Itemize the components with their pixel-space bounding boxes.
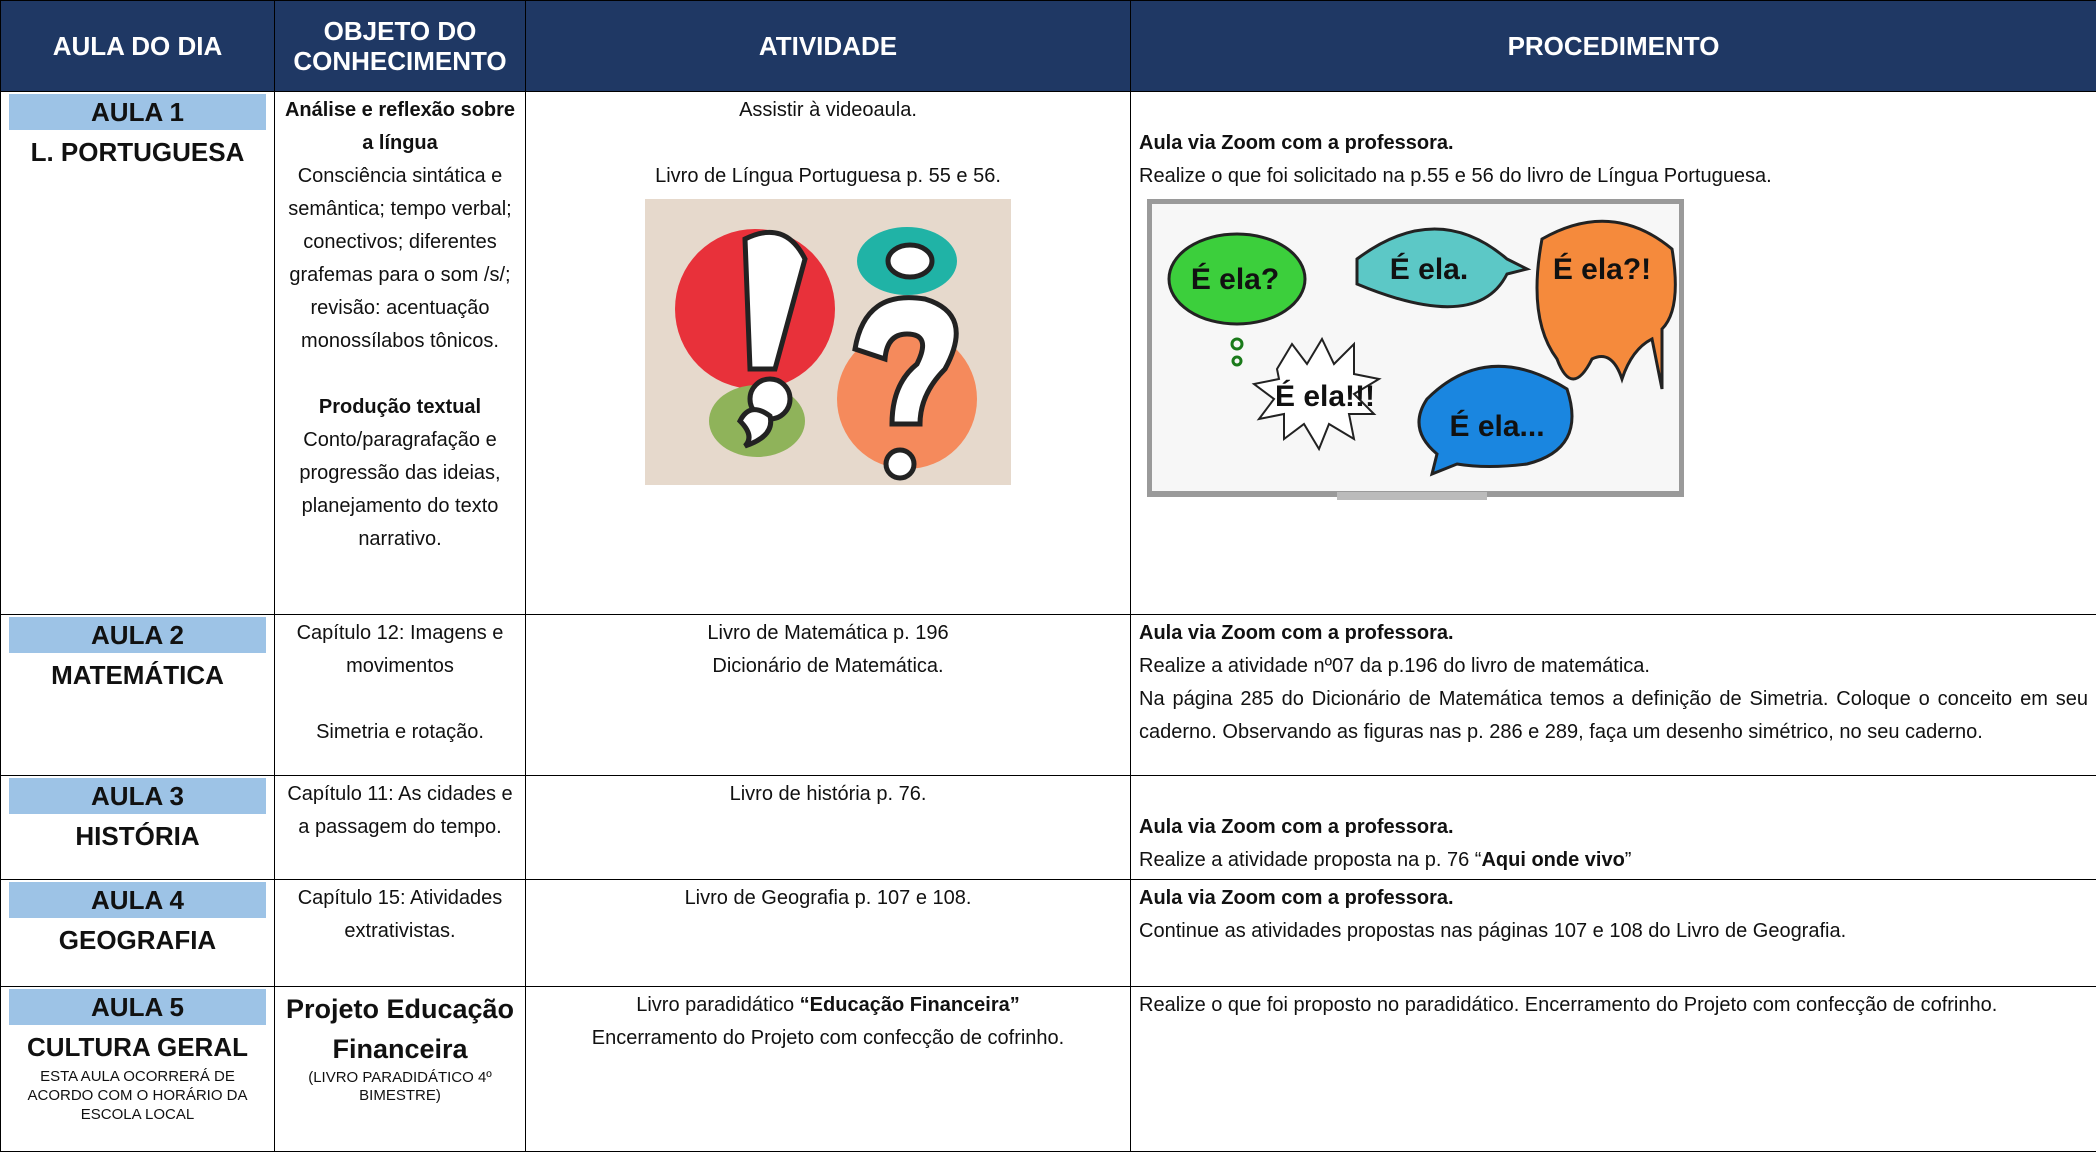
text: (LIVRO PARADIDÁTICO 4º BIMESTRE)	[283, 1069, 517, 1105]
subject: MATEMÁTICA	[9, 655, 266, 695]
procedimento-cell: Aula via Zoom com a professora.Realize o…	[1131, 92, 2096, 615]
text: Realize o que foi solicitado na p.55 e 5…	[1139, 160, 2088, 193]
text: Análise e reflexão sobre a língua	[283, 94, 517, 160]
punctuation-image	[645, 199, 1011, 485]
text: Consciência sintática e semântica; tempo…	[283, 160, 517, 358]
header-cell: AULA DO DIA	[1, 1, 275, 92]
text: Simetria e rotação.	[283, 716, 517, 749]
text: “Educação Financeira”	[800, 994, 1020, 1016]
objeto-cell: Capítulo 15: Atividades extrativistas.	[275, 880, 526, 987]
text: Na página 285 do Dicionário de Matemátic…	[1139, 683, 2088, 749]
subject: HISTÓRIA	[9, 816, 266, 856]
text: Conto/paragrafação e progressão das idei…	[283, 424, 517, 556]
bubble-text: É ela!!!	[1275, 379, 1375, 413]
text: ”	[1625, 849, 1632, 871]
text: Projeto Educação Financeira	[283, 989, 517, 1069]
bubble-text: É ela?	[1191, 262, 1279, 296]
text: Capítulo 15: Atividades extrativistas.	[283, 882, 517, 948]
aula-label: AULA 2	[9, 617, 266, 653]
text: Livro de Língua Portuguesa p. 55 e 56.	[534, 160, 1122, 193]
text: Dicionário de Matemática.	[534, 650, 1122, 683]
text: Encerramento do Projeto com confecção de…	[534, 1022, 1122, 1055]
bubble-text: É ela...	[1449, 409, 1544, 443]
text: Livro de Geografia p. 107 e 108.	[534, 882, 1122, 915]
header-cell: OBJETO DO CONHECIMENTO	[275, 1, 526, 92]
text: Livro de Matemática p. 196	[534, 617, 1122, 650]
aula-label: AULA 1	[9, 94, 266, 130]
objeto-cell: Capítulo 12: Imagens e movimentos Simetri…	[275, 615, 526, 776]
text: Aula via Zoom com a professora.	[1139, 882, 2088, 915]
procedimento-cell: Aula via Zoom com a professora.Realize a…	[1131, 615, 2096, 776]
text: Aqui onde vivo	[1481, 849, 1624, 871]
text: Aula via Zoom com a professora.	[1139, 127, 2088, 160]
procedimento-cell: Aula via Zoom com a professora.Continue …	[1131, 880, 2096, 987]
header-row: AULA DO DIA OBJETO DO CONHECIMENTO ATIVI…	[1, 1, 2096, 92]
subject: GEOGRAFIA	[9, 920, 266, 960]
procedimento-cell: Realize o que foi proposto no paradidáti…	[1131, 987, 2096, 1152]
subject: L. PORTUGUESA	[9, 132, 266, 172]
aula-label: AULA 5	[9, 989, 266, 1025]
atividade-cell: Assistir à videoaula. Livro de Língua Por…	[526, 92, 1131, 615]
note: ESTA AULA OCORRERÁ DE ACORDO COM O HORÁR…	[9, 1067, 266, 1124]
subject: CULTURA GERAL	[9, 1027, 266, 1067]
text: Realize a atividade proposta na p. 76 “A…	[1139, 844, 2088, 877]
atividade-cell: Livro paradidático “Educação Financeira”…	[526, 987, 1131, 1152]
aula-label: AULA 4	[9, 882, 266, 918]
text: Livro paradidático “Educação Financeira”	[534, 989, 1122, 1022]
text: Capítulo 12: Imagens e movimentos	[283, 617, 517, 683]
text: Aula via Zoom com a professora.	[1139, 617, 2088, 650]
objeto-cell: Capítulo 11: As cidades e a passagem do …	[275, 776, 526, 880]
text: Realize o que foi proposto no paradidáti…	[1139, 989, 2088, 1022]
bubble-text: É ela.	[1390, 252, 1468, 286]
text: Livro de história p. 76.	[534, 778, 1122, 811]
board-image: É ela? É ela. É ela?! É ela!!! É ela...	[1147, 199, 1684, 502]
text: Continue as atividades propostas nas pág…	[1139, 915, 2088, 948]
text: Assistir à videoaula.	[534, 94, 1122, 127]
text: Produção textual	[283, 391, 517, 424]
objeto-cell: Projeto Educação Financeira(LIVRO PARADI…	[275, 987, 526, 1152]
procedimento-cell: Aula via Zoom com a professora.Realize a…	[1131, 776, 2096, 880]
atividade-cell: Livro de Geografia p. 107 e 108.	[526, 880, 1131, 987]
text: Aula via Zoom com a professora.	[1139, 811, 2088, 844]
text: Livro paradidático	[636, 994, 799, 1016]
text: Realize a atividade nº07 da p.196 do liv…	[1139, 650, 2088, 683]
header-cell: ATIVIDADE	[526, 1, 1131, 92]
aula-label: AULA 3	[9, 778, 266, 814]
text: Capítulo 11: As cidades e a passagem do …	[283, 778, 517, 844]
text: Realize a atividade proposta na p. 76 “	[1139, 849, 1481, 871]
atividade-cell: Livro de história p. 76.	[526, 776, 1131, 880]
bubble-text: É ela?!	[1553, 252, 1651, 286]
header-cell: PROCEDIMENTO	[1131, 1, 2096, 92]
